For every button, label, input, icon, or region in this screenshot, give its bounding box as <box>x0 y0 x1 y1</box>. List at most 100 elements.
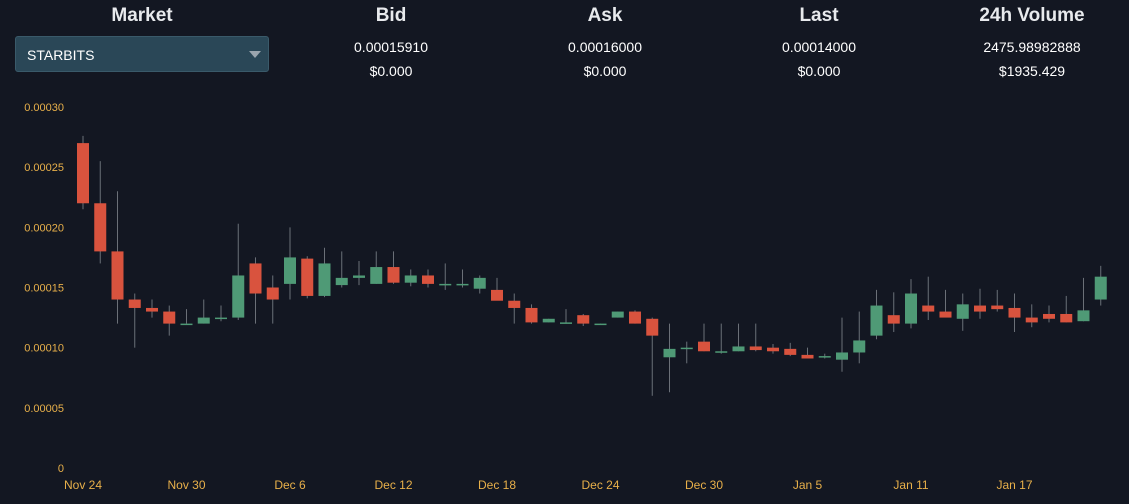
candle[interactable] <box>629 310 641 324</box>
candle[interactable] <box>1060 295 1073 323</box>
candle[interactable] <box>197 299 210 324</box>
candle[interactable] <box>784 342 797 357</box>
candle[interactable] <box>370 251 383 284</box>
candle[interactable] <box>1094 265 1107 306</box>
candle-body-up <box>542 318 555 323</box>
candle[interactable] <box>818 353 831 359</box>
candle[interactable] <box>284 227 296 300</box>
candle-body-down <box>1043 313 1055 319</box>
candle-body-up <box>1094 276 1107 300</box>
candle[interactable] <box>542 318 555 323</box>
candle[interactable] <box>698 323 710 352</box>
candle[interactable] <box>749 323 762 352</box>
market-header: Market STARBITS Bid 0.00015910 $0.000 As… <box>0 0 1129 90</box>
bid-usd-value: $0.000 <box>369 63 413 79</box>
candle-body-up <box>611 311 624 318</box>
candle[interactable] <box>646 317 659 396</box>
x-tick-label: Nov 24 <box>64 478 102 492</box>
candle-body-down <box>887 315 900 324</box>
x-axis: Nov 24 Nov 30 Dec 6 Dec 12 Dec 18 Dec 24 Dec 3… <box>64 478 1033 492</box>
candle-body-up <box>232 275 245 318</box>
candle[interactable] <box>94 161 107 264</box>
market-select-value: STARBITS <box>27 47 95 63</box>
candle-body-down <box>94 203 107 252</box>
candle[interactable] <box>491 277 503 301</box>
x-tick-label: Dec 30 <box>685 478 723 492</box>
candle[interactable] <box>525 304 538 324</box>
volume-column-title: 24h Volume <box>979 5 1085 26</box>
x-tick-label: Jan 5 <box>793 478 823 492</box>
candle[interactable] <box>836 317 848 372</box>
candle[interactable] <box>1043 305 1055 323</box>
ask-value: 0.00016000 <box>568 39 642 55</box>
candle[interactable] <box>663 323 676 393</box>
candle[interactable] <box>456 269 469 288</box>
candle[interactable] <box>853 311 866 364</box>
candle[interactable] <box>111 191 124 324</box>
candle[interactable] <box>974 288 986 319</box>
candle[interactable] <box>680 341 693 364</box>
candle[interactable] <box>956 293 969 331</box>
candle[interactable] <box>939 289 952 318</box>
candle[interactable] <box>560 309 572 324</box>
market-column-title: Market <box>111 5 173 26</box>
candle-body-down <box>991 305 1004 310</box>
candle-body-up <box>836 352 848 360</box>
candle-body-up <box>197 317 210 324</box>
candlestick-chart[interactable]: 0 0.00005 0.00010 0.00015 0.00020 0.00025 0.00… <box>0 90 1129 504</box>
candle[interactable] <box>439 263 452 290</box>
candle-body-down <box>749 346 762 351</box>
candle[interactable] <box>1077 277 1090 322</box>
candle[interactable] <box>215 305 227 322</box>
candle-body-up <box>353 275 365 278</box>
candle[interactable] <box>611 311 624 318</box>
candle[interactable] <box>404 269 417 287</box>
candle[interactable] <box>249 257 262 324</box>
candle[interactable] <box>905 279 917 329</box>
candle[interactable] <box>594 323 607 326</box>
candle-body-up <box>870 305 883 336</box>
candle[interactable] <box>732 323 745 352</box>
candle[interactable] <box>353 261 365 286</box>
candle-body-down <box>146 307 158 312</box>
candle-body-up <box>180 323 193 326</box>
candle-body-up <box>335 277 348 286</box>
y-tick-label: 0.00025 <box>24 162 64 174</box>
candle-body-up <box>905 293 917 324</box>
candle[interactable] <box>301 256 314 299</box>
candle[interactable] <box>991 289 1004 312</box>
candle[interactable] <box>767 344 779 354</box>
candle[interactable] <box>77 135 89 210</box>
last-usd-value: $0.000 <box>797 63 841 79</box>
x-tick-label: Jan 17 <box>996 478 1032 492</box>
candle[interactable] <box>128 293 141 348</box>
candle[interactable] <box>1008 293 1021 333</box>
candle[interactable] <box>801 347 814 359</box>
candle[interactable] <box>180 309 193 326</box>
candle[interactable] <box>508 293 521 324</box>
candle[interactable] <box>870 289 883 340</box>
candle[interactable] <box>387 251 400 284</box>
candle[interactable] <box>335 251 348 288</box>
candle[interactable] <box>922 276 935 320</box>
candle[interactable] <box>473 275 486 294</box>
market-select[interactable]: STARBITS <box>15 36 269 72</box>
candle[interactable] <box>318 247 331 298</box>
candle[interactable] <box>266 275 279 324</box>
candle[interactable] <box>163 305 176 336</box>
candle[interactable] <box>715 323 728 354</box>
candle[interactable] <box>577 313 590 327</box>
candle[interactable] <box>232 223 245 320</box>
y-tick-label: 0.00005 <box>24 403 64 415</box>
candle-body-down <box>922 305 935 312</box>
candle-body-up <box>594 323 607 326</box>
candle[interactable] <box>1025 304 1038 328</box>
candle-body-up <box>715 351 728 353</box>
candle-body-down <box>163 311 176 324</box>
candle[interactable] <box>146 299 158 318</box>
candle[interactable] <box>887 292 900 333</box>
y-axis: 0 0.00005 0.00010 0.00015 0.00020 0.00025 0.00… <box>24 102 64 475</box>
candle[interactable] <box>422 269 434 288</box>
candle-body-up <box>456 283 469 286</box>
candle-body-down <box>629 311 641 324</box>
